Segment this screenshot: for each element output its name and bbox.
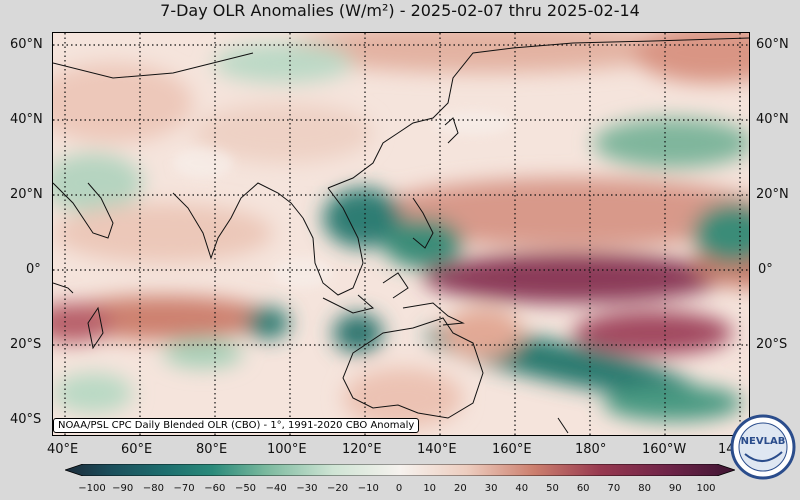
- source-note: NOAA/PSL CPC Daily Blended OLR (CBO) - 1…: [53, 418, 420, 433]
- colorbar-tick-label: −60: [204, 483, 226, 494]
- colorbar-tick-label: 40: [515, 483, 529, 494]
- lon-label: 140°E: [417, 442, 457, 457]
- map-title: 7-Day OLR Anomalies (W/m²) - 2025-02-07 …: [160, 1, 640, 20]
- colorbar-tick-label: 90: [668, 483, 682, 494]
- lat-label-left: 20°S: [10, 337, 42, 352]
- lon-label: 14: [718, 442, 735, 457]
- lon-label: 180°: [575, 442, 607, 457]
- colorbar-tick-label: −70: [173, 483, 195, 494]
- colorbar-tick-label: 80: [638, 483, 651, 494]
- lat-label-left: 60°N: [10, 37, 43, 52]
- colorbar: [65, 464, 735, 476]
- logo-text: NEVLAB: [741, 436, 786, 447]
- lon-label: 40°E: [47, 442, 79, 457]
- lon-label: 160°E: [492, 442, 532, 457]
- colorbar-tick-label: −40: [265, 483, 287, 494]
- lat-label-right: 60°N: [756, 37, 789, 52]
- colorbar-tick-label: −20: [327, 483, 349, 494]
- coastlines: [53, 37, 749, 434]
- lon-label: 60°E: [121, 442, 153, 457]
- lat-label-right: 40°N: [756, 112, 789, 127]
- lat-label-right: 20°N: [756, 187, 789, 202]
- lat-label-left: 0°: [26, 262, 41, 277]
- colorbar-tick-label: 20: [454, 483, 467, 494]
- colorbar-tick-label: −90: [112, 483, 134, 494]
- lat-label-left: 40°N: [10, 112, 43, 127]
- colorbar-tick-label: 0: [395, 483, 403, 494]
- colorbar-tick-label: 60: [576, 483, 590, 494]
- graticule: [53, 33, 749, 435]
- lon-label: 160°W: [642, 442, 687, 457]
- nevlab-logo-icon: NEVLAB: [730, 414, 796, 480]
- colorbar-tick-label: −50: [234, 483, 257, 494]
- lat-label-left: 40°S: [10, 412, 42, 427]
- lon-label: 100°E: [267, 442, 307, 457]
- olr-anomaly-map: [52, 32, 750, 436]
- colorbar-tick-label: 30: [484, 483, 498, 494]
- colorbar-tick-label: −100: [78, 483, 106, 494]
- colorbar-tick-label: 10: [423, 483, 437, 494]
- colorbar-tick-label: −10: [357, 483, 379, 494]
- lat-label-right: 20°S: [756, 337, 788, 352]
- lon-label: 120°E: [342, 442, 382, 457]
- colorbar-tick-label: 100: [696, 483, 716, 494]
- colorbar-tick-label: −80: [142, 483, 164, 494]
- colorbar-tick-label: 50: [546, 483, 559, 494]
- colorbar-tick-label: 70: [607, 483, 621, 494]
- colorbar-tick-label: −30: [296, 483, 318, 494]
- lon-label: 80°E: [196, 442, 228, 457]
- anomaly-field: [53, 33, 749, 428]
- lat-label-left: 20°N: [10, 187, 43, 202]
- lat-label-right: 0°: [758, 262, 773, 277]
